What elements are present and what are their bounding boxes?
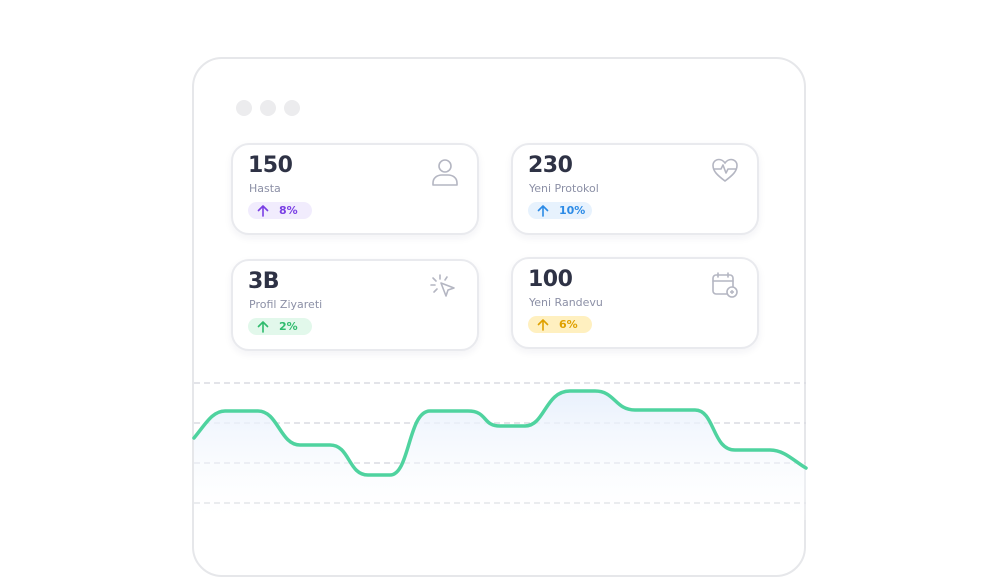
- change-value: 8%: [279, 204, 298, 217]
- trend-area: [194, 391, 806, 520]
- stat-card: 230 Yeni Protokol 10%: [511, 143, 759, 235]
- window-dot: [236, 100, 252, 116]
- up-arrow: [257, 320, 269, 333]
- cursor-icon: [430, 274, 455, 297]
- change-badge: 6%: [528, 316, 592, 333]
- change-badge: 8%: [248, 202, 312, 219]
- trend-chart: [192, 382, 808, 520]
- up-arrow: [257, 204, 269, 217]
- heart-icon: [712, 158, 738, 183]
- change-value: 2%: [279, 320, 298, 333]
- stat-value: 100: [528, 267, 573, 292]
- stat-label: Yeni Protokol: [529, 182, 599, 195]
- calendar-icon: [712, 272, 738, 298]
- stat-label: Profil Ziyareti: [249, 298, 323, 311]
- page: Dashboard html, body { margin: 0; paddin…: [192, 57, 808, 577]
- stat-card: 150 Hasta 8%: [231, 143, 479, 235]
- stat-value: 3B: [248, 269, 280, 294]
- up-arrow: [537, 318, 549, 331]
- stat-card: 100 Yeni Randevu 6%: [511, 257, 759, 349]
- stat-value: 150: [248, 153, 293, 178]
- up-arrow: [537, 204, 549, 217]
- body: {"cards": [ {"value": "150", "label": "H…: [192, 57, 808, 577]
- stat-card: 3B Profil Ziyareti 2%: [231, 259, 479, 351]
- user-icon: [432, 159, 458, 186]
- stat-label: Yeni Randevu: [529, 296, 603, 309]
- trend-line: [192, 389, 808, 477]
- window-dot: [260, 100, 276, 116]
- change-badge: 2%: [248, 318, 312, 335]
- change-value: 10%: [559, 204, 586, 217]
- window-dot: [284, 100, 300, 116]
- stat-label: Hasta: [249, 182, 281, 195]
- change-badge: 10%: [528, 202, 592, 219]
- stat-value: 230: [528, 153, 573, 178]
- change-value: 6%: [559, 318, 578, 331]
